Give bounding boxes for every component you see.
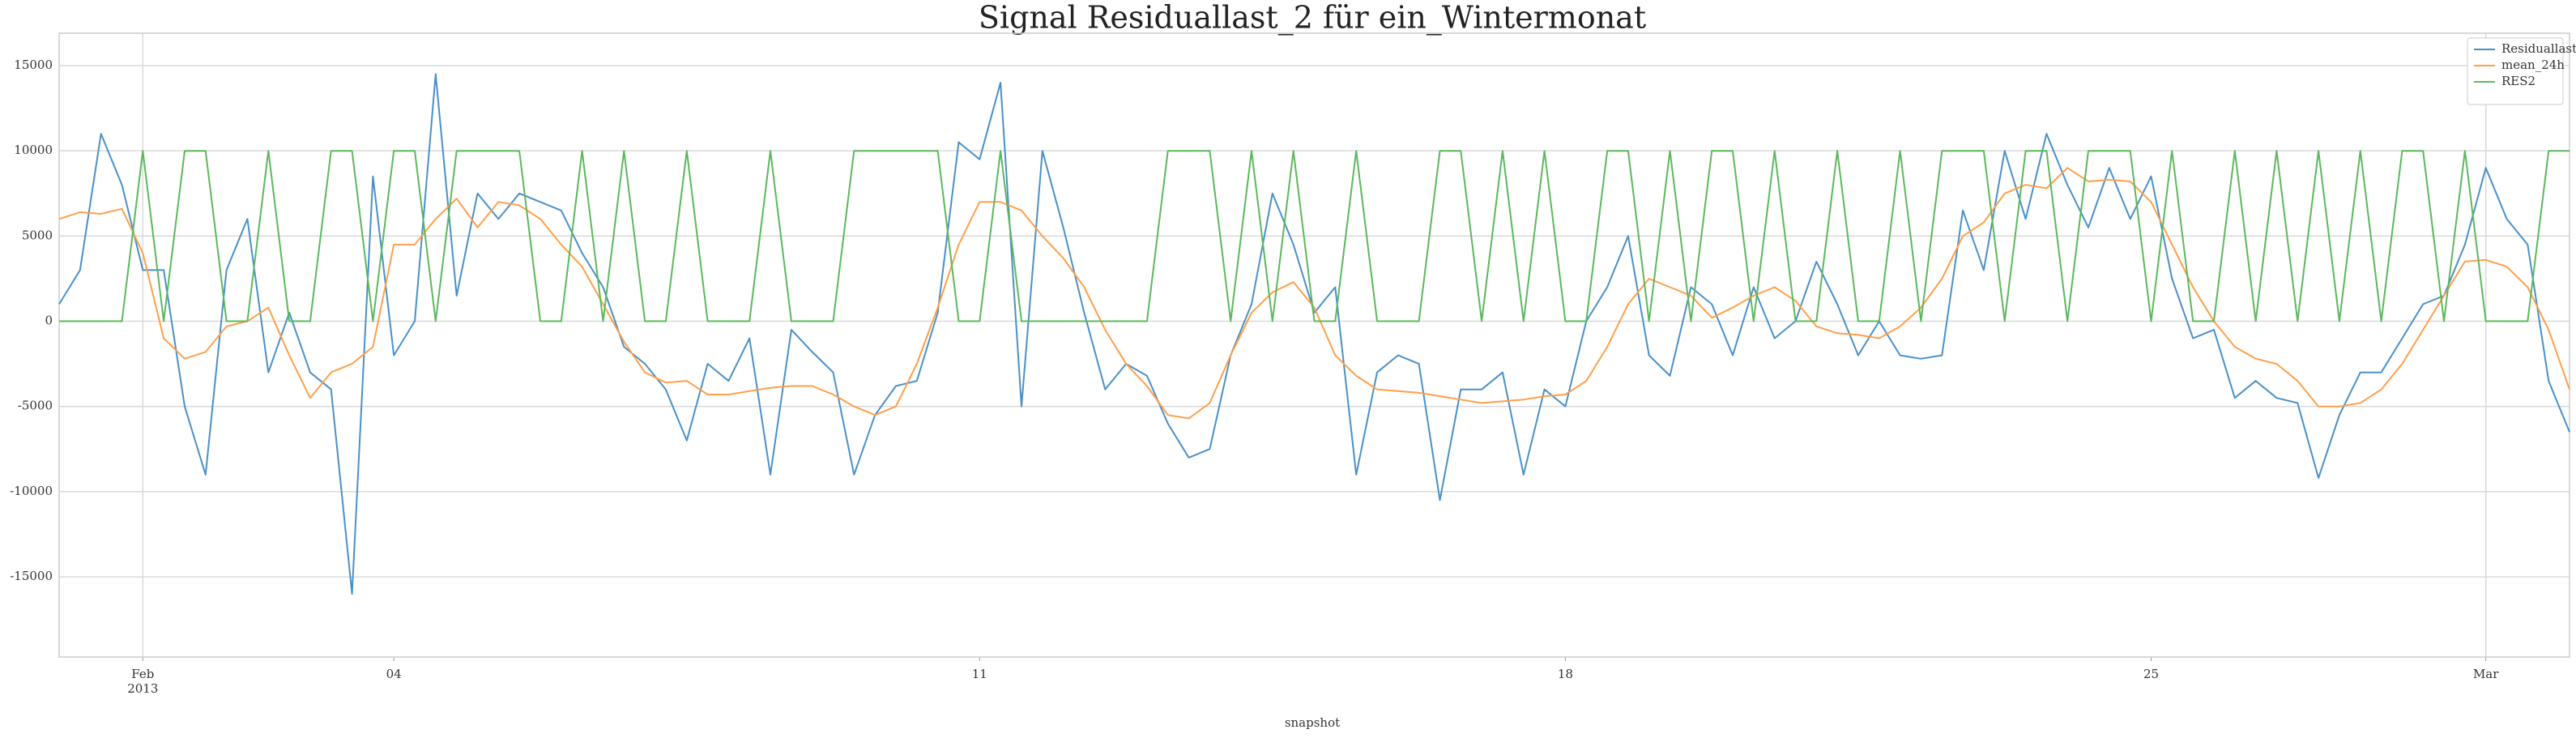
x-tick-label: Feb 2013 [127,667,158,696]
legend-label: Residuallast [2501,41,2576,56]
series-line [59,150,2570,322]
x-tick-label: 11 [972,667,987,681]
y-tick-label: -5000 [18,399,53,413]
series-line [58,167,2570,420]
y-tick-label: 5000 [22,228,53,242]
chart-title: Signal Residuallast_2 für ein_Wintermona… [979,0,1646,36]
y-tick-label: 15000 [14,58,53,72]
y-tick-label: -10000 [10,484,53,498]
y-tick-label: 0 [45,314,53,328]
x-tick-label: Mar [2473,667,2499,681]
x-tick-label: 25 [2143,667,2159,681]
x-axis-label: snapshot [1285,715,1340,730]
series-line [58,73,2570,595]
y-tick-label: 10000 [14,143,53,157]
legend: Residuallast mean_24h RES2 [2467,37,2576,105]
legend-label: mean_24h [2501,58,2565,72]
y-tick-label: -15000 [10,569,53,583]
x-tick-label: 18 [1558,667,1573,681]
legend-label: RES2 [2501,74,2535,88]
x-tick-label: 04 [386,667,402,681]
legend-box [2467,37,2564,105]
plot-frame [58,32,2570,658]
